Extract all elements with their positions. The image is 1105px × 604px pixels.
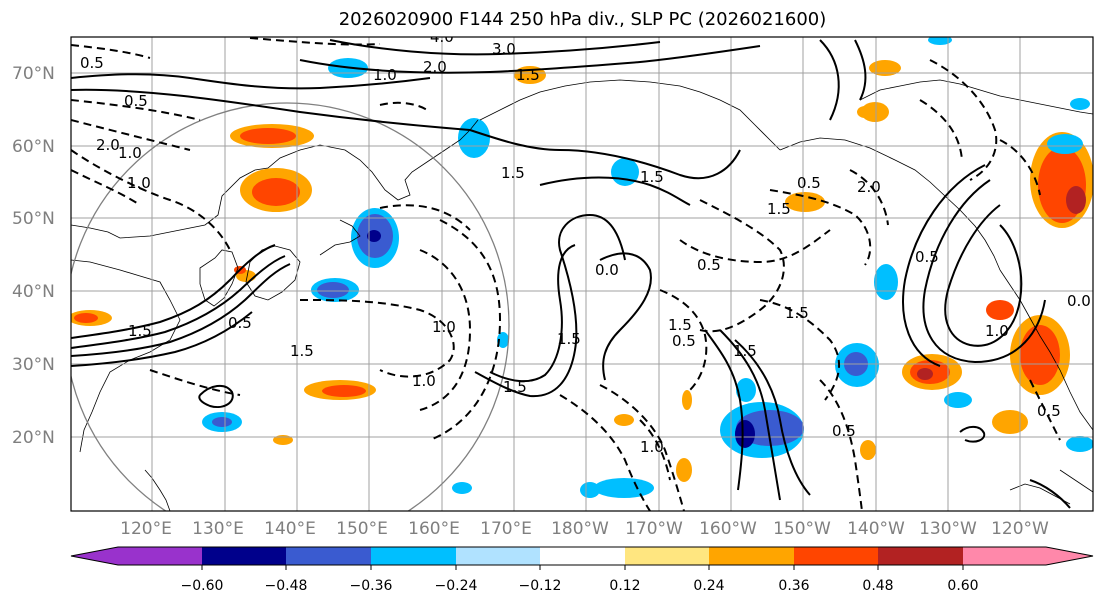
- colorbar-tick-label: 0.24: [693, 578, 724, 594]
- contour-label: 0.0: [595, 261, 619, 279]
- contour-label: 0.5: [80, 54, 104, 72]
- colorbar-tick-label: 0.48: [862, 578, 893, 594]
- colorbar-tick-label: 0.60: [947, 578, 978, 594]
- latitude-labels: 70°N 60°N 50°N 40°N 30°N 20°N: [12, 64, 55, 448]
- contour-label: 1.5: [503, 378, 527, 396]
- contour-label: 1.5: [767, 200, 791, 218]
- colorbar-segment: [709, 547, 794, 565]
- contour-label: 1.5: [290, 342, 314, 360]
- contour-label: 1.0: [412, 372, 436, 390]
- contour-label: 1.5: [128, 322, 152, 340]
- lat-label-50n: 50°N: [12, 209, 55, 229]
- contour-label: 1.5: [557, 330, 581, 348]
- contour-label: 0.0: [1067, 292, 1091, 310]
- contour-label: 1.5: [785, 304, 809, 322]
- lon-label-120w: 120°W: [991, 519, 1049, 539]
- lon-label-140e: 140°E: [264, 519, 316, 539]
- contour-label: 0.5: [124, 92, 148, 110]
- contour-label: 1.5: [501, 164, 525, 182]
- lat-label-60n: 60°N: [12, 137, 55, 157]
- lat-label-40n: 40°N: [12, 282, 55, 302]
- colorbar-segment: [286, 547, 371, 565]
- lat-label-20n: 20°N: [12, 428, 55, 448]
- colorbar-tick-label: −0.24: [435, 578, 478, 594]
- colorbar: −0.60 −0.48 −0.36 −0.24 −0.12 0.12 0.24 …: [71, 547, 1093, 594]
- colorbar-segment: [202, 547, 286, 565]
- lon-label-130w: 130°W: [919, 519, 977, 539]
- contour-label: 0.5: [228, 314, 252, 332]
- lon-label-150w: 150°W: [773, 519, 831, 539]
- colorbar-tick-label: −0.48: [265, 578, 308, 594]
- colorbar-segment: [625, 547, 709, 565]
- contour-label: 1.0: [127, 174, 151, 192]
- contour-label: 1.5: [733, 342, 757, 360]
- plot-area: [71, 37, 1093, 511]
- contour-label: 1.0: [118, 144, 142, 162]
- contour-label: 2.0: [423, 58, 447, 76]
- colorbar-segment: [794, 547, 878, 565]
- map-figure: 3.0 2.0 4.0 0.5 1.0 0.5 1.5 1.5 1.0 2.0 …: [0, 0, 1105, 604]
- lat-label-70n: 70°N: [12, 64, 55, 84]
- colorbar-tick-label: −0.12: [519, 578, 562, 594]
- lon-label-120e: 120°E: [120, 519, 172, 539]
- lon-label-180w: 180°W: [551, 519, 609, 539]
- contour-label: 1.5: [516, 66, 540, 84]
- lon-label-150e: 150°E: [336, 519, 388, 539]
- colorbar-segment: [456, 547, 540, 565]
- contour-label: 1.0: [373, 66, 397, 84]
- contour-label: 1.0: [985, 322, 1009, 340]
- colorbar-tick-label: −0.60: [181, 578, 224, 594]
- colorbar-extend-min: [71, 547, 118, 565]
- colorbar-segment: [118, 547, 202, 565]
- contour-label: 0.5: [915, 248, 939, 266]
- colorbar-segment: [963, 547, 1046, 565]
- lon-label-130e: 130°E: [192, 519, 244, 539]
- colorbar-tick-label: −0.36: [350, 578, 393, 594]
- contour-label: 3.0: [492, 40, 516, 58]
- colorbar-tick-label: 0.36: [778, 578, 809, 594]
- lon-label-170e: 170°E: [480, 519, 532, 539]
- contour-label: 1.5: [640, 168, 664, 186]
- contour-label: 0.5: [697, 256, 721, 274]
- contour-label: 0.5: [797, 174, 821, 192]
- lon-label-170w: 170°W: [625, 519, 683, 539]
- colorbar-segment: [540, 547, 625, 565]
- contour-label: 2.0: [857, 178, 881, 196]
- contour-label: 1.0: [432, 318, 456, 336]
- contour-label: 1.0: [640, 438, 664, 456]
- colorbar-extend-max: [1046, 547, 1093, 565]
- contour-label: 0.5: [1037, 402, 1061, 420]
- colorbar-tick-label: 0.12: [609, 578, 640, 594]
- lon-label-140w: 140°W: [847, 519, 905, 539]
- lat-label-30n: 30°N: [12, 355, 55, 375]
- contour-label: 2.0: [96, 136, 120, 154]
- contour-label: 0.5: [832, 422, 856, 440]
- longitude-labels: 120°E 130°E 140°E 150°E 160°E 170°E 180°…: [120, 519, 1049, 539]
- lon-label-160e: 160°E: [408, 519, 460, 539]
- contour-label: 0.5: [672, 332, 696, 350]
- colorbar-segment: [878, 547, 963, 565]
- lon-label-160w: 160°W: [699, 519, 757, 539]
- colorbar-segment: [371, 547, 456, 565]
